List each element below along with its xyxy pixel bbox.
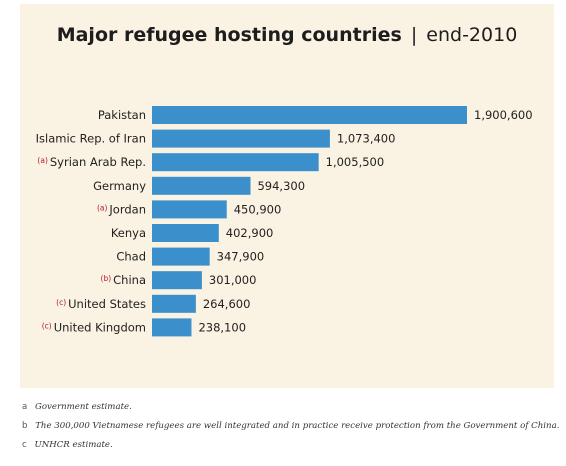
footnote-text: Government estimate. [35,402,132,412]
category-label: Chad [116,250,146,264]
chart-title-main: Major refugee hosting countries [56,24,402,46]
chart-title: Major refugee hosting countries | end-20… [20,24,554,46]
value-label: 450,900 [234,202,282,216]
footnote-letter: b [22,421,28,431]
bar-kenya [152,224,219,242]
category-label: (b) China [101,273,146,287]
footnote-c: c UNHCR estimate. [22,436,562,455]
category-note: (c) [56,298,66,307]
value-label: 347,900 [217,250,265,264]
category-label: (a) Jordan [97,202,146,216]
category-label: (c) United Kingdom [42,320,146,334]
bar-united-states [152,294,196,313]
value-label: 1,005,500 [326,155,385,169]
bar-china [152,271,202,290]
bar-germany [152,176,251,195]
category-label: (a) Syrian Arab Rep. [37,155,146,169]
value-label: 1,900,600 [474,108,533,122]
value-label: 301,000 [209,273,257,287]
category-note: (a) [97,203,108,212]
footnote-text: UNHCR estimate. [34,440,113,450]
category-label: Kenya [111,226,146,240]
footnote-a: a Government estimate. [22,398,562,417]
value-label: 264,600 [203,297,251,311]
category-note: (b) [101,274,112,283]
bar-chad [152,247,210,266]
chart-title-separator: | [410,24,418,46]
footnotes: a Government estimate. b The 300,000 Vie… [22,398,562,455]
bar-pakistan [152,106,467,124]
category-label: (c) United States [56,297,146,311]
bar-syrian-arab-rep- [152,153,319,172]
category-note: (c) [42,321,52,330]
category-note: (a) [37,156,48,165]
footnote-text: The 300,000 Vietnamese refugees are well… [35,421,560,431]
chart-title-sub: end-2010 [426,24,518,46]
category-label: Pakistan [98,108,146,122]
footnote-b: b The 300,000 Vietnamese refugees are we… [22,417,562,436]
value-label: 402,900 [226,226,274,240]
value-label: 238,100 [198,320,246,334]
footnote-letter: a [22,402,28,412]
value-label: 594,300 [257,179,305,193]
value-label: 1,073,400 [337,132,396,146]
category-label: Islamic Rep. of Iran [36,132,146,146]
category-label: Germany [93,179,146,193]
bar-chart: Pakistan 1,900,600 Islamic Rep. of Iran 1,0… [36,106,533,337]
bar-united-kingdom [152,318,192,337]
chart-panel: Major refugee hosting countries | end-20… [20,4,554,388]
bar-jordan [152,200,227,219]
bar-islamic-rep-of-iran [152,129,330,148]
footnote-letter: c [22,440,27,450]
